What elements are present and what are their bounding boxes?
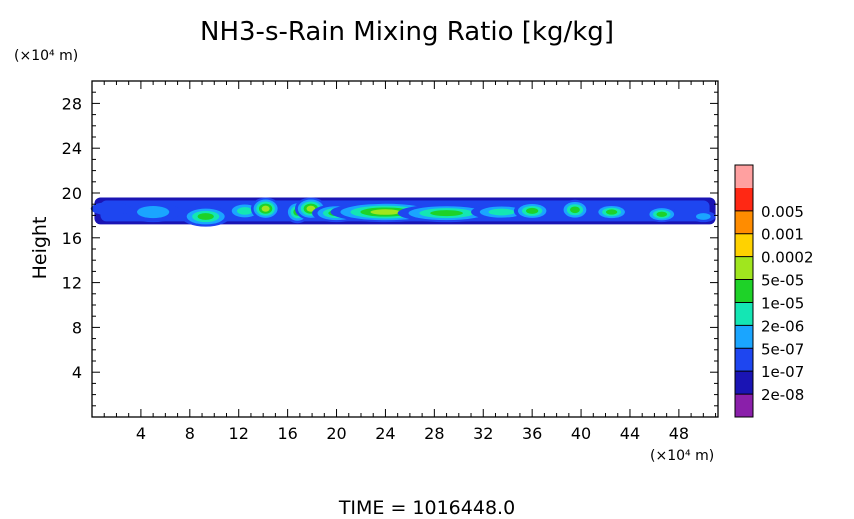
x-tick-label: 40 <box>571 424 591 443</box>
x-tick-label: 32 <box>473 424 493 443</box>
cell-9-level-5 <box>430 210 463 217</box>
x-tick-label: 12 <box>229 424 249 443</box>
cell-3-level-4 <box>236 207 253 215</box>
colorbar-swatch <box>735 165 753 188</box>
colorbar-swatch <box>735 233 753 257</box>
cell-15-level-3 <box>695 213 711 220</box>
cell-0-level-2 <box>90 201 130 216</box>
y-tick-label: 20 <box>62 184 82 203</box>
colorbar-label: 1e-05 <box>761 294 804 312</box>
colorbar-label: 0.001 <box>761 226 804 244</box>
cell-2-level-5 <box>197 213 214 220</box>
plot-area <box>90 197 716 227</box>
colorbar: 2e-08 1e-07 5e-07 2e-06 1e-05 5e-05 0.0002 0.00… <box>734 164 814 418</box>
x-tick-label: 4 <box>136 424 146 443</box>
colorbar-label: 5e-05 <box>761 272 804 290</box>
colorbar-swatch <box>735 325 753 349</box>
colorbar-swatch <box>735 256 753 280</box>
colorbar-label: 0.005 <box>761 203 804 221</box>
y-tick-label: 16 <box>62 229 82 248</box>
cell-6-level-6 <box>306 205 316 212</box>
y-tick-label: 28 <box>62 94 82 113</box>
x-tick-label: 36 <box>522 424 542 443</box>
cell-14-level-5 <box>656 211 668 217</box>
colorbar-swatch <box>735 394 753 417</box>
y-tick-label: 24 <box>62 139 82 158</box>
plot-frame <box>91 80 719 418</box>
cell-4-level-6 <box>261 205 270 212</box>
x-tick-label: 48 <box>669 424 689 443</box>
y-tick-label: 4 <box>72 363 82 382</box>
y-unit-label: (×10⁴ m) <box>14 48 78 64</box>
x-tick-label: 44 <box>620 424 640 443</box>
time-footer: TIME = 1016448.0 <box>338 497 515 519</box>
cell-12-level-5 <box>570 206 580 214</box>
y-axis-label: Height <box>29 217 51 280</box>
colorbar-swatch <box>735 302 753 326</box>
colorbar-swatch <box>735 371 753 395</box>
colorbar-label: 2e-06 <box>761 317 804 335</box>
colorbar-label: 0.0002 <box>761 249 814 267</box>
x-tick-label: 16 <box>277 424 297 443</box>
colorbar-label: 2e-08 <box>761 386 804 404</box>
cell-8-level-6 <box>370 209 401 215</box>
x-unit-label: (×10⁴ m) <box>650 448 714 464</box>
x-tick-label: 20 <box>326 424 346 443</box>
colorbar-swatch <box>735 210 753 234</box>
colorbar-frame <box>734 164 754 418</box>
colorbar-swatch <box>735 187 753 211</box>
colorbar-label: 5e-07 <box>761 340 804 358</box>
colorbar-label: 1e-07 <box>761 363 804 381</box>
cell-1-level-3 <box>136 205 170 219</box>
colorbar-swatch <box>735 348 753 372</box>
x-tick-label: 24 <box>375 424 395 443</box>
x-tick-label: 28 <box>424 424 444 443</box>
cell-13-level-5 <box>605 209 618 215</box>
y-tick-label: 8 <box>72 318 82 337</box>
chart-title: NH3-s-Rain Mixing Ratio [kg/kg] <box>200 17 614 47</box>
colorbar-swatch <box>735 279 753 303</box>
x-tick-label: 8 <box>185 424 195 443</box>
cell-11-level-5 <box>526 207 539 214</box>
cell-10-level-4 <box>488 208 515 216</box>
y-tick-label: 12 <box>62 274 82 293</box>
